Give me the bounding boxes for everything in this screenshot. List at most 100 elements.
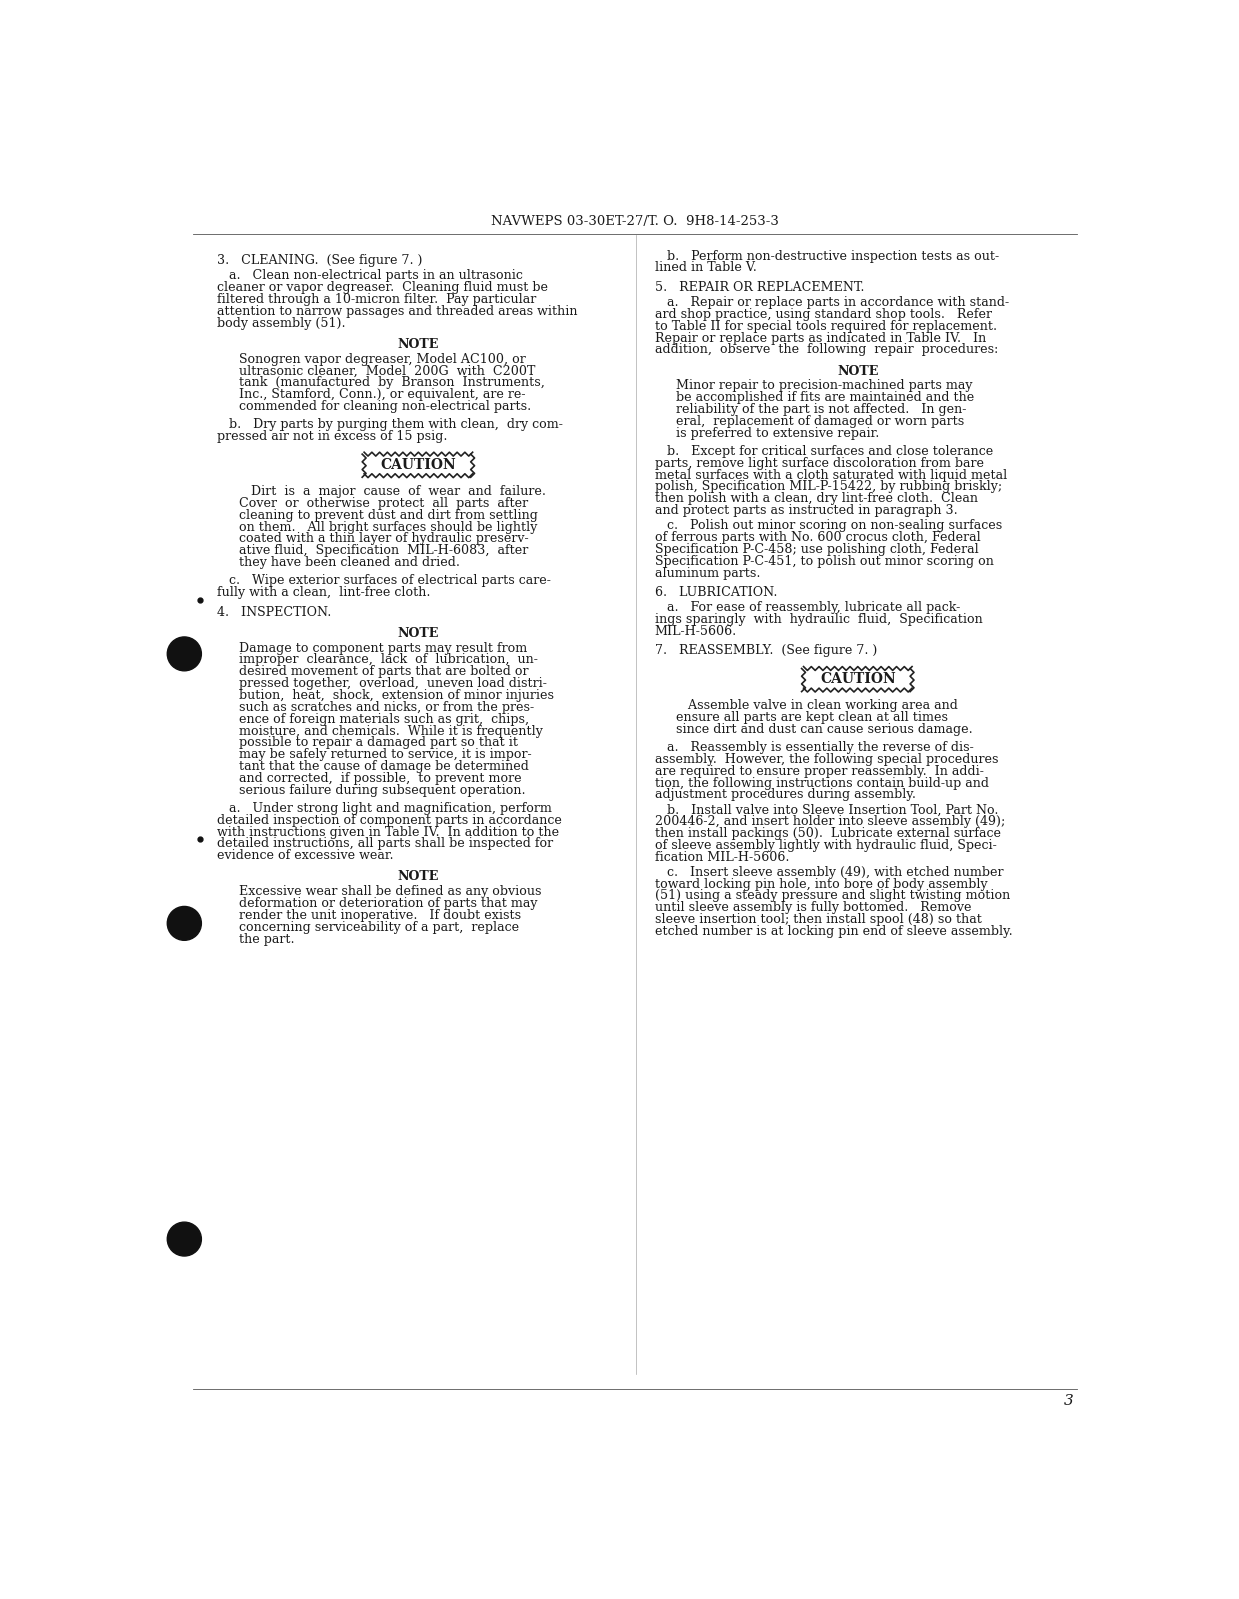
Text: b.   Install valve into Sleeve Insertion Tool, Part No.: b. Install valve into Sleeve Insertion T… <box>654 803 999 817</box>
Text: sleeve insertion tool; then install spool (48) so that: sleeve insertion tool; then install spoo… <box>654 913 981 926</box>
Text: c.   Insert sleeve assembly (49), with etched number: c. Insert sleeve assembly (49), with etc… <box>654 865 1004 879</box>
Bar <box>804 668 912 691</box>
Text: tank  (manufactured  by  Branson  Instruments,: tank (manufactured by Branson Instrument… <box>239 376 544 390</box>
Text: fication MIL-H-5606.: fication MIL-H-5606. <box>654 851 789 863</box>
Text: deformation or deterioration of parts that may: deformation or deterioration of parts th… <box>239 897 536 910</box>
Text: coated with a thin layer of hydraulic preserv-: coated with a thin layer of hydraulic pr… <box>239 532 528 545</box>
Text: Inc., Stamford, Conn.), or equivalent, are re-: Inc., Stamford, Conn.), or equivalent, a… <box>239 389 525 401</box>
Text: a.   Clean non-electrical parts in an ultrasonic: a. Clean non-electrical parts in an ultr… <box>217 269 523 281</box>
Text: NOTE: NOTE <box>838 365 878 377</box>
Text: Repair or replace parts as indicated in Table IV.   In: Repair or replace parts as indicated in … <box>654 331 986 344</box>
Text: ings sparingly  with  hydraulic  fluid,  Specification: ings sparingly with hydraulic fluid, Spe… <box>654 612 983 625</box>
Text: NOTE: NOTE <box>398 337 439 350</box>
Text: may be safely returned to service, it is impor-: may be safely returned to service, it is… <box>239 748 532 761</box>
Text: render the unit inoperative.   If doubt exists: render the unit inoperative. If doubt ex… <box>239 910 520 923</box>
Text: of sleeve assembly lightly with hydraulic fluid, Speci-: of sleeve assembly lightly with hydrauli… <box>654 839 996 852</box>
Text: CAUTION: CAUTION <box>820 672 896 686</box>
Text: a.   For ease of reassembly, lubricate all pack-: a. For ease of reassembly, lubricate all… <box>654 601 960 614</box>
Text: then polish with a clean, dry lint-free cloth.  Clean: then polish with a clean, dry lint-free … <box>654 492 978 505</box>
Text: (51) using a steady pressure and slight twisting motion: (51) using a steady pressure and slight … <box>654 889 1010 902</box>
Text: evidence of excessive wear.: evidence of excessive wear. <box>217 849 393 862</box>
Text: Cover  or  otherwise  protect  all  parts  after: Cover or otherwise protect all parts aft… <box>239 497 528 510</box>
Text: filtered through a 10-micron filter.  Pay particular: filtered through a 10-micron filter. Pay… <box>217 293 536 305</box>
Text: lined in Table V.: lined in Table V. <box>654 262 757 275</box>
Text: since dirt and dust can cause serious damage.: since dirt and dust can cause serious da… <box>676 723 973 736</box>
Text: adjustment procedures during assembly.: adjustment procedures during assembly. <box>654 788 916 801</box>
Text: and corrected,  if possible,  to prevent more: and corrected, if possible, to prevent m… <box>239 772 522 785</box>
Text: a.   Reassembly is essentially the reverse of dis-: a. Reassembly is essentially the reverse… <box>654 740 974 755</box>
Text: tion, the following instructions contain build-up and: tion, the following instructions contain… <box>654 777 989 790</box>
Text: body assembly (51).: body assembly (51). <box>217 317 346 329</box>
Text: improper  clearance,  lack  of  lubrication,  un-: improper clearance, lack of lubrication,… <box>239 654 538 667</box>
Text: bution,  heat,  shock,  extension of minor injuries: bution, heat, shock, extension of minor … <box>239 689 554 702</box>
Text: concerning serviceability of a part,  replace: concerning serviceability of a part, rep… <box>239 921 519 934</box>
Text: NOTE: NOTE <box>398 870 439 883</box>
Text: Dirt  is  a  major  cause  of  wear  and  failure.: Dirt is a major cause of wear and failur… <box>239 484 545 497</box>
Text: commended for cleaning non-electrical parts.: commended for cleaning non-electrical pa… <box>239 400 530 413</box>
Text: 3: 3 <box>1063 1394 1073 1407</box>
Text: of ferrous parts with No. 600 crocus cloth, Federal: of ferrous parts with No. 600 crocus clo… <box>654 531 980 544</box>
Text: Specification P-C-451, to polish out minor scoring on: Specification P-C-451, to polish out min… <box>654 555 994 568</box>
Text: such as scratches and nicks, or from the pres-: such as scratches and nicks, or from the… <box>239 700 534 713</box>
Text: b.   Dry parts by purging them with clean,  dry com-: b. Dry parts by purging them with clean,… <box>217 417 563 432</box>
Text: eral,  replacement of damaged or worn parts: eral, replacement of damaged or worn par… <box>676 416 965 429</box>
Text: to Table II for special tools required for replacement.: to Table II for special tools required f… <box>654 320 996 333</box>
Text: Specification P-C-458; use polishing cloth, Federal: Specification P-C-458; use polishing clo… <box>654 542 979 556</box>
Text: cleaner or vapor degreaser.  Cleaning fluid must be: cleaner or vapor degreaser. Cleaning flu… <box>217 281 548 294</box>
Text: is preferred to extensive repair.: is preferred to extensive repair. <box>676 427 880 440</box>
Text: a.   Under strong light and magnification, perform: a. Under strong light and magnification,… <box>217 801 551 815</box>
Text: attention to narrow passages and threaded areas within: attention to narrow passages and threade… <box>217 305 577 318</box>
Text: desired movement of parts that are bolted or: desired movement of parts that are bolte… <box>239 665 528 678</box>
Circle shape <box>167 636 202 672</box>
Text: the part.: the part. <box>239 932 294 945</box>
Text: assembly.  However, the following special procedures: assembly. However, the following special… <box>654 753 999 766</box>
Text: ative fluid,  Specification  MIL-H-6083,  after: ative fluid, Specification MIL-H-6083, a… <box>239 544 528 556</box>
Text: metal surfaces with a cloth saturated with liquid metal: metal surfaces with a cloth saturated wi… <box>654 469 1007 481</box>
Text: etched number is at locking pin end of sleeve assembly.: etched number is at locking pin end of s… <box>654 926 1012 939</box>
Text: Assemble valve in clean working area and: Assemble valve in clean working area and <box>676 699 958 712</box>
Text: cleaning to prevent dust and dirt from settling: cleaning to prevent dust and dirt from s… <box>239 508 538 521</box>
Text: CAUTION: CAUTION <box>380 457 456 472</box>
Text: reliability of the part is not affected.   In gen-: reliability of the part is not affected.… <box>676 403 966 416</box>
Text: ard shop practice, using standard shop tools.   Refer: ard shop practice, using standard shop t… <box>654 309 991 321</box>
Text: then install packings (50).  Lubricate external surface: then install packings (50). Lubricate ex… <box>654 827 1001 839</box>
Text: a.   Repair or replace parts in accordance with stand-: a. Repair or replace parts in accordance… <box>654 296 1009 309</box>
Text: Sonogren vapor degreaser, Model AC100, or: Sonogren vapor degreaser, Model AC100, o… <box>239 353 525 366</box>
Text: c.   Polish out minor scoring on non-sealing surfaces: c. Polish out minor scoring on non-seali… <box>654 520 1002 532</box>
Text: pressed air not in excess of 15 psig.: pressed air not in excess of 15 psig. <box>217 430 447 443</box>
Text: and protect parts as instructed in paragraph 3.: and protect parts as instructed in parag… <box>654 504 958 516</box>
Text: fully with a clean,  lint-free cloth.: fully with a clean, lint-free cloth. <box>217 585 430 600</box>
Bar <box>364 454 472 475</box>
Text: serious failure during subsequent operation.: serious failure during subsequent operat… <box>239 784 525 796</box>
Text: Damage to component parts may result from: Damage to component parts may result fro… <box>239 641 527 654</box>
Text: detailed instructions, all parts shall be inspected for: detailed instructions, all parts shall b… <box>217 838 553 851</box>
Circle shape <box>167 1222 202 1257</box>
Text: addition,  observe  the  following  repair  procedures:: addition, observe the following repair p… <box>654 344 997 357</box>
Text: 4.   INSPECTION.: 4. INSPECTION. <box>217 606 331 619</box>
Text: ensure all parts are kept clean at all times: ensure all parts are kept clean at all t… <box>676 712 948 724</box>
Text: until sleeve assembly is fully bottomed.   Remove: until sleeve assembly is fully bottomed.… <box>654 902 971 915</box>
Text: possible to repair a damaged part so that it: possible to repair a damaged part so tha… <box>239 737 518 750</box>
Text: with instructions given in Table IV.  In addition to the: with instructions given in Table IV. In … <box>217 825 559 838</box>
Text: 7.   REASSEMBLY.  (See figure 7. ): 7. REASSEMBLY. (See figure 7. ) <box>654 644 877 657</box>
Text: ultrasonic cleaner,  Model  200G  with  C200T: ultrasonic cleaner, Model 200G with C200… <box>239 365 535 377</box>
Text: are required to ensure proper reassembly.  In addi-: are required to ensure proper reassembly… <box>654 764 984 777</box>
Text: Excessive wear shall be defined as any obvious: Excessive wear shall be defined as any o… <box>239 886 541 899</box>
Text: parts, remove light surface discoloration from bare: parts, remove light surface discoloratio… <box>654 457 984 470</box>
Text: c.   Wipe exterior surfaces of electrical parts care-: c. Wipe exterior surfaces of electrical … <box>217 574 551 587</box>
Text: 3.   CLEANING.  (See figure 7. ): 3. CLEANING. (See figure 7. ) <box>217 254 422 267</box>
Text: b.   Except for critical surfaces and close tolerance: b. Except for critical surfaces and clos… <box>654 445 992 457</box>
Text: Minor repair to precision-machined parts may: Minor repair to precision-machined parts… <box>676 379 973 392</box>
Text: MIL-H-5606.: MIL-H-5606. <box>654 625 737 638</box>
Text: toward locking pin hole, into bore of body assembly: toward locking pin hole, into bore of bo… <box>654 878 987 891</box>
Text: be accomplished if fits are maintained and the: be accomplished if fits are maintained a… <box>676 392 975 405</box>
Circle shape <box>167 907 202 940</box>
Text: they have been cleaned and dried.: they have been cleaned and dried. <box>239 556 460 569</box>
Text: on them.   All bright surfaces should be lightly: on them. All bright surfaces should be l… <box>239 521 536 534</box>
Text: pressed together,  overload,  uneven load distri-: pressed together, overload, uneven load … <box>239 676 546 691</box>
Text: 5.   REPAIR OR REPLACEMENT.: 5. REPAIR OR REPLACEMENT. <box>654 281 864 294</box>
Text: aluminum parts.: aluminum parts. <box>654 566 760 579</box>
Text: ence of foreign materials such as grit,  chips,: ence of foreign materials such as grit, … <box>239 713 529 726</box>
Text: moisture, and chemicals.  While it is frequently: moisture, and chemicals. While it is fre… <box>239 724 543 737</box>
Text: NOTE: NOTE <box>398 627 439 640</box>
